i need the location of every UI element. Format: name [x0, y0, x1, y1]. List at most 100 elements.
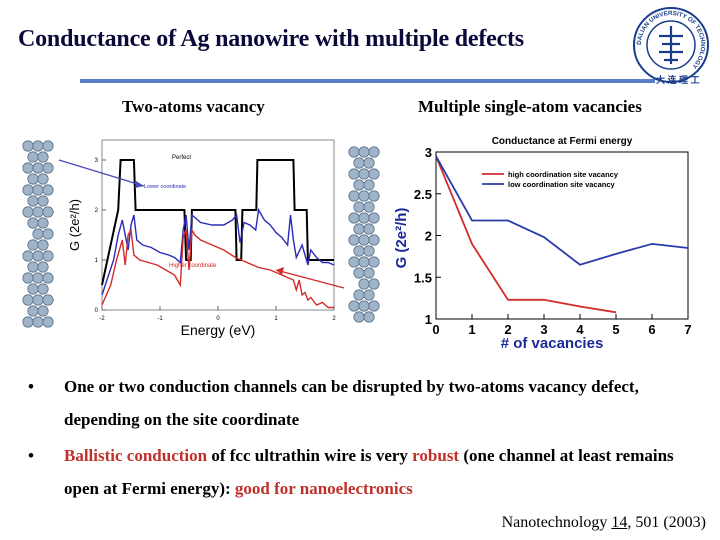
right-y-axis-label: G (2e²/h) — [393, 208, 410, 269]
left-xtick-label: -2 — [99, 316, 105, 322]
atom-sphere — [353, 267, 365, 279]
atom-sphere — [353, 245, 365, 257]
atom-sphere — [27, 239, 39, 251]
right-series-line — [435, 155, 617, 314]
atom-sphere — [363, 179, 375, 191]
atom-sphere — [353, 179, 365, 191]
bullet-2-highlight-ballistic: Ballistic conduction — [64, 446, 208, 465]
left-ytick-label: 0 — [95, 308, 99, 314]
slide-title: Conductance of Ag nanowire with multiple… — [18, 26, 524, 52]
right-ytick-label: 1.5 — [414, 270, 432, 285]
atom-sphere — [32, 316, 44, 328]
atom-sphere — [27, 261, 39, 273]
atom-sphere — [348, 300, 360, 312]
atom-sphere — [42, 140, 54, 152]
atom-sphere — [32, 294, 44, 306]
atom-sphere — [353, 289, 365, 301]
bullet-dot-icon: • — [28, 377, 34, 396]
atom-sphere — [42, 272, 54, 284]
atom-sphere — [358, 278, 370, 290]
right-series-line — [435, 155, 689, 266]
atom-sphere — [27, 195, 39, 207]
atom-sphere — [358, 190, 370, 202]
atom-sphere — [32, 228, 44, 240]
atom-sphere — [348, 168, 360, 180]
atom-sphere — [363, 289, 375, 301]
atom-sphere — [358, 234, 370, 246]
right-xtick-label: 3 — [540, 322, 547, 337]
left-ytick-label: 2 — [95, 208, 99, 214]
atom-sphere — [348, 190, 360, 202]
atom-sphere — [348, 146, 360, 158]
left-xtick-label: 0 — [216, 316, 220, 322]
title-underline — [80, 79, 655, 83]
atom-sphere — [27, 217, 39, 229]
atom-sphere — [368, 168, 380, 180]
bullet-dot-icon: • — [28, 446, 34, 465]
atom-sphere — [27, 173, 39, 185]
legend-entry: low coordination site vacancy — [508, 180, 616, 189]
atom-sphere — [42, 206, 54, 218]
right-figure-heading: Multiple single-atom vacancies — [418, 97, 642, 116]
right-xtick-label: 6 — [648, 322, 655, 337]
right-ytick-label: 1 — [425, 312, 432, 327]
university-seal-logo: DALIAN UNIVERSITY OF TECHNOLOGY 大 连 理 工 — [633, 7, 709, 84]
atom-sphere — [27, 283, 39, 295]
citation-pages-year: , 501 (2003) — [627, 514, 706, 531]
atom-sphere — [358, 300, 370, 312]
atom-sphere — [348, 212, 360, 224]
atom-sphere — [32, 140, 44, 152]
arrow-head-higher — [276, 267, 284, 275]
atom-sphere — [22, 206, 34, 218]
atom-sphere — [358, 256, 370, 268]
atom-sphere — [358, 168, 370, 180]
left-ytick-label: 1 — [95, 258, 99, 264]
right-xtick-label: 1 — [468, 322, 475, 337]
atom-sphere — [353, 201, 365, 213]
right-xtick-label: 7 — [684, 322, 691, 337]
atom-sphere — [363, 223, 375, 235]
legend-entry: high coordination site vacancy — [508, 170, 619, 179]
atom-sphere — [363, 267, 375, 279]
atom-sphere — [353, 311, 365, 323]
atom-sphere — [353, 223, 365, 235]
left-xtick-label: 2 — [332, 316, 336, 322]
atom-sphere — [42, 294, 54, 306]
left-x-axis-label: Energy (eV) — [181, 322, 256, 338]
annotation-lower-coordinate: Lower coordinate — [144, 184, 186, 190]
right-xtick-label: 5 — [612, 322, 619, 337]
atom-sphere — [22, 184, 34, 196]
atom-sphere — [42, 250, 54, 262]
bullet-1-text: One or two conduction channels can be di… — [64, 377, 639, 429]
atom-sphere — [358, 212, 370, 224]
citation-journal: Nanotechnology — [501, 514, 612, 531]
atom-sphere — [37, 239, 49, 251]
citation: Nanotechnology 14, 501 (2003) — [502, 514, 706, 532]
left-figure-heading: Two-atoms vacancy — [122, 97, 265, 116]
bullet-2-text-b: (one channel at least remains open at Fe… — [64, 446, 674, 498]
right-ytick-label: 3 — [425, 145, 432, 160]
atom-sphere — [22, 272, 34, 284]
arrow-to-higher-coordinate — [275, 269, 345, 289]
atom-sphere — [42, 228, 54, 240]
left-conductance-figure: 0 1 2 3 -2 -1 0 1 2 G (2e²/h) Energy (eV) Perfe… — [22, 139, 380, 338]
atom-sphere — [37, 283, 49, 295]
right-x-axis-label: # of vacancies — [501, 335, 604, 352]
atom-sphere — [368, 234, 380, 246]
atom-sphere — [353, 157, 365, 169]
atom-sphere — [22, 162, 34, 174]
arrow-head-lower — [135, 181, 144, 188]
atom-sphere — [368, 278, 380, 290]
atom-sphere — [368, 190, 380, 202]
atom-sphere — [37, 195, 49, 207]
atom-sphere — [32, 272, 44, 284]
annotation-higher-coordinate: Higher coordinate — [169, 263, 217, 269]
atom-sphere — [348, 256, 360, 268]
atom-sphere — [368, 146, 380, 158]
left-series-perfect — [101, 159, 334, 286]
left-series-higher-coordinate — [101, 227, 334, 309]
atom-sphere — [42, 162, 54, 174]
atom-sphere — [37, 261, 49, 273]
atom-sphere — [32, 184, 44, 196]
